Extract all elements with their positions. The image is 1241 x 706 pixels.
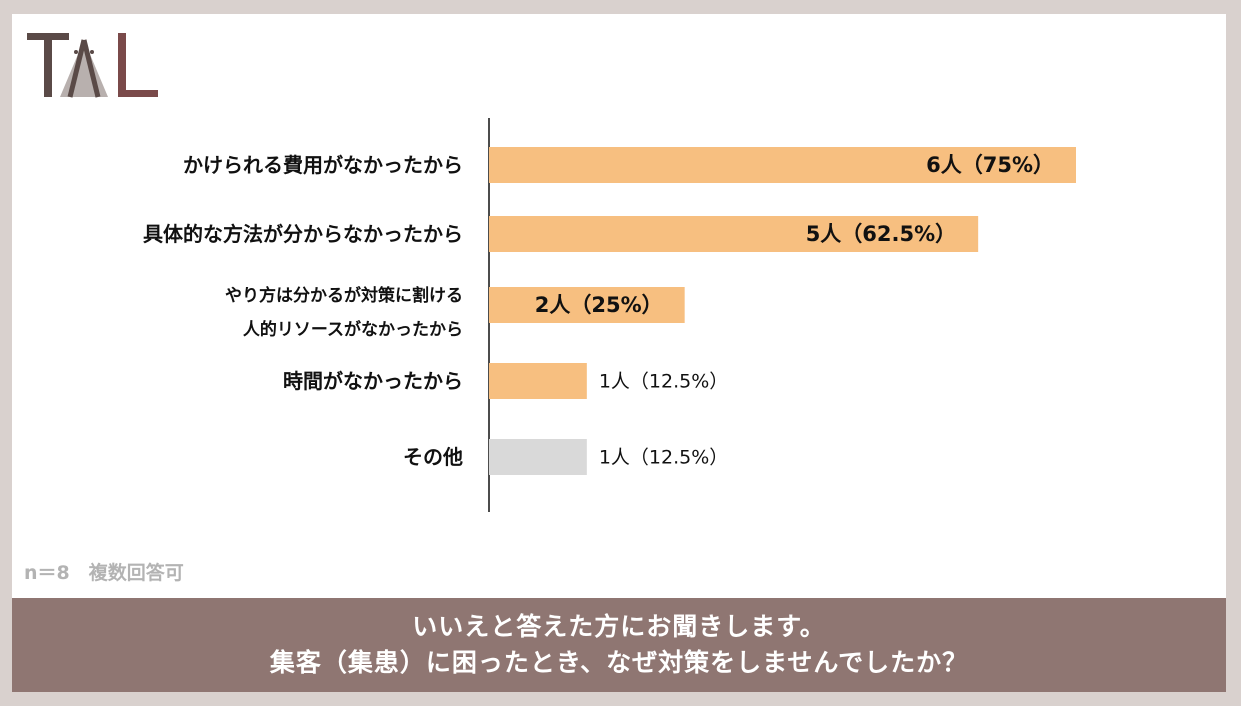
category-label: 時間がなかったから [283,369,463,393]
category-label: 具体的な方法が分からなかったから [143,222,463,246]
category-label: その他 [403,445,463,469]
bar [489,147,1076,183]
value-label: 5人（62.5%） [806,222,956,246]
value-label: 6人（75%） [926,153,1054,177]
bar [489,216,979,252]
logo [27,33,158,98]
category-label: かけられる費用がなかったから [183,153,463,177]
bar [489,363,587,399]
value-label: 2人（25%） [535,293,663,317]
bar [489,439,587,475]
category-label: やり方は分かるが対策に割ける 人的リソースがなかったから [225,286,463,340]
bar [489,287,685,323]
value-label: 1人（12.5%） [599,371,728,393]
question: いいえと答えた方にお聞きします。 集客（集患）に困ったとき、なぜ対策をしませんで… [12,598,1226,692]
note: n＝8 複数回答可 [24,562,184,584]
value-label: 1人（12.5%） [599,447,728,469]
